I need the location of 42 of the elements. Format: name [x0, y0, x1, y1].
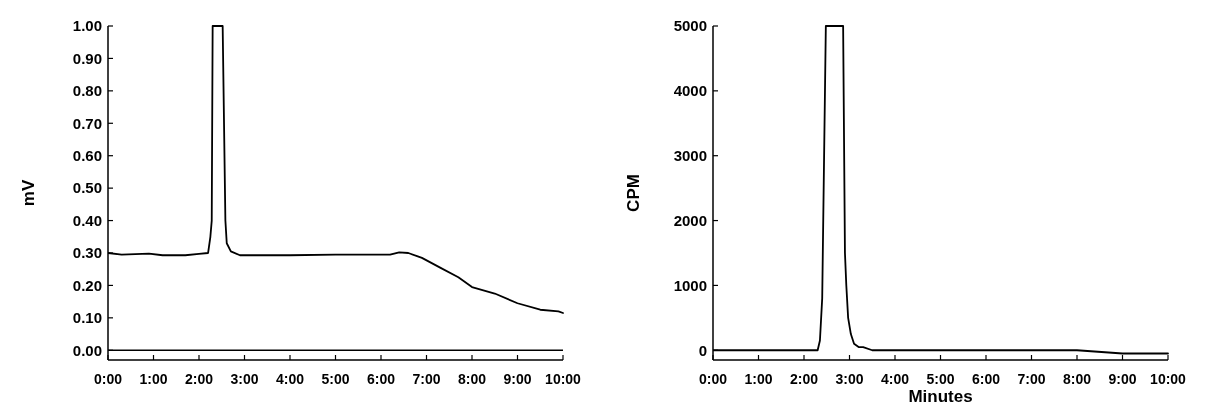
y-tick-label: 4000 [673, 82, 707, 100]
x-tick-label: 7:00 [412, 371, 441, 387]
x-tick-label: 2:00 [789, 371, 819, 387]
x-tick-label: 7:00 [1017, 371, 1046, 387]
x-tick-label: 10:00 [545, 371, 582, 387]
y-tick-label: 0.60 [72, 146, 102, 164]
y-tick-label: 5000 [673, 17, 707, 35]
x-tick-label: 6:00 [366, 371, 396, 387]
y-tick-label: 0 [698, 341, 707, 359]
x-tick-label: 9:00 [1108, 371, 1137, 387]
y-tick-label: 0.70 [72, 114, 102, 132]
x-tick-label: 2:00 [184, 371, 214, 387]
y-tick-label: 1.00 [72, 17, 102, 35]
x-tick-label: 5:00 [321, 371, 350, 387]
y-axis-title: mV [19, 179, 38, 207]
x-tick-label: 4:00 [880, 371, 910, 387]
y-tick-label: 0.90 [72, 49, 102, 67]
x-tick-label: 9:00 [503, 371, 532, 387]
y-tick-label: 0.30 [72, 244, 102, 262]
y-tick-label: 2000 [673, 211, 707, 229]
y-tick-label: 0.10 [72, 309, 102, 327]
x-tick-label: 3:00 [835, 371, 864, 387]
y-tick-label: 1000 [673, 276, 707, 294]
y-tick-label: 0.40 [72, 211, 102, 229]
y-tick-label: 0.50 [72, 179, 102, 197]
y-tick-label: 0.80 [72, 82, 102, 100]
x-tick-label: 1:00 [139, 371, 168, 387]
x-tick-label: 8:00 [1062, 371, 1092, 387]
x-tick-label: 10:00 [1150, 371, 1187, 387]
x-tick-label: 6:00 [971, 371, 1001, 387]
x-tick-label: 5:00 [926, 371, 955, 387]
y-axis-title: CPM [624, 174, 643, 212]
x-axis-title: Minutes [908, 387, 973, 406]
x-tick-label: 3:00 [230, 371, 259, 387]
x-tick-label: 8:00 [457, 371, 487, 387]
y-tick-label: 0.20 [72, 276, 102, 294]
x-tick-label: 0:00 [698, 371, 728, 387]
x-tick-label: 4:00 [275, 371, 305, 387]
x-tick-label: 1:00 [744, 371, 773, 387]
y-tick-label: 0.00 [72, 341, 102, 359]
x-tick-label: 0:00 [93, 371, 123, 387]
y-tick-label: 3000 [673, 146, 707, 164]
